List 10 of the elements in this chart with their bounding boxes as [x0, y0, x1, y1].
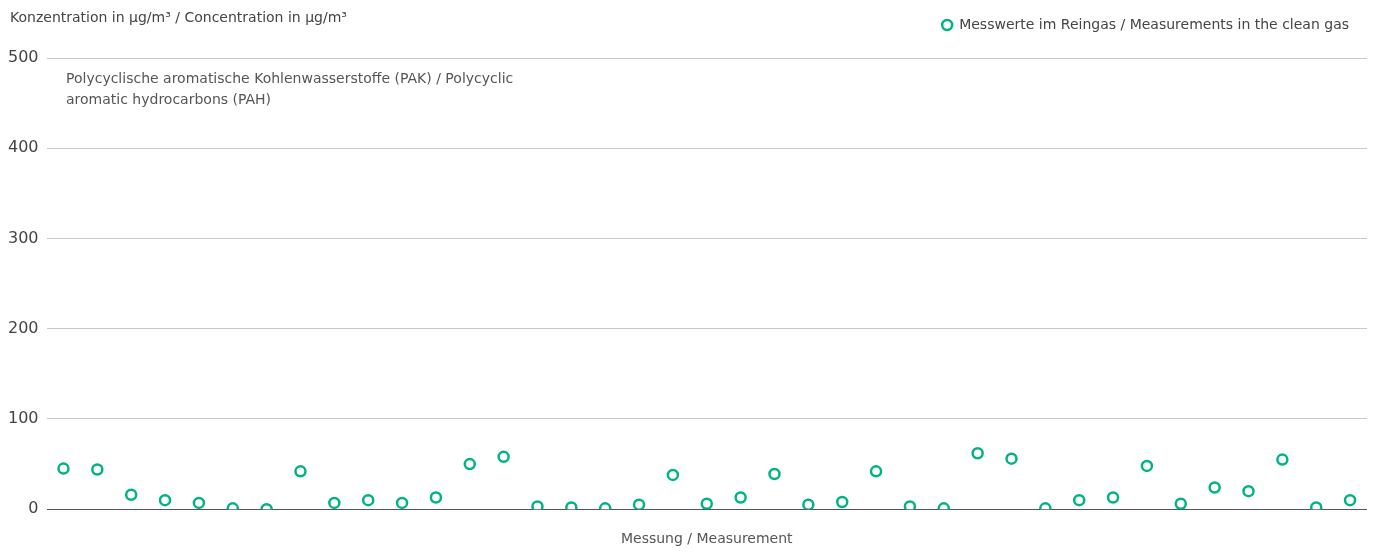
y-tick-label: 300 — [7, 227, 39, 247]
y-tick-label: 400 — [7, 137, 39, 157]
y-tick-label: 100 — [7, 408, 39, 428]
y-tick-label: 0 — [28, 498, 39, 518]
y-tick-label: 500 — [7, 47, 39, 67]
legend-label: Messwerte im Reingas / Measurements in the clean gas — [959, 15, 1349, 32]
text: Polycyclische aromatische Kohlenwasserstoffe (PAK) / Polycyclic aromatic hydrocarbons (PAH) — [66, 69, 515, 109]
y-axis-title: Konzentration in µg/m³ / Concentration in µg/m³ — [10, 9, 347, 25]
y-tick-label: 200 — [7, 317, 39, 337]
x-axis-title: Messung / Measurement — [620, 530, 794, 547]
